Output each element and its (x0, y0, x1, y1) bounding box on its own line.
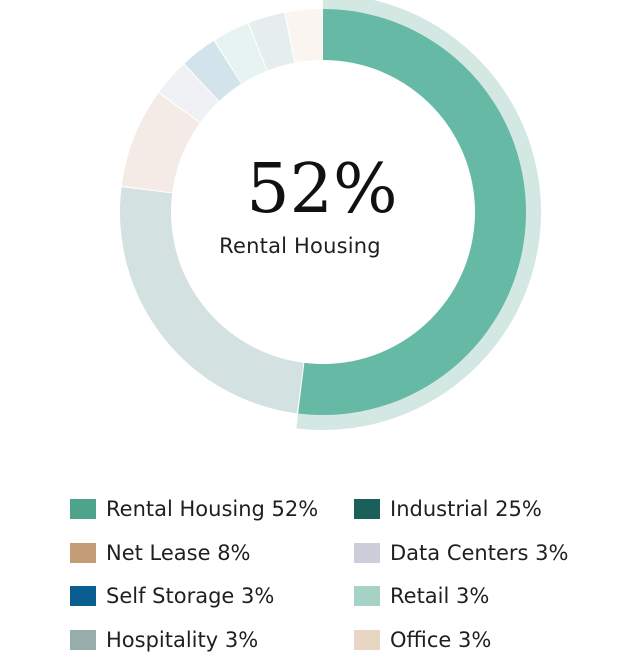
legend-label: Hospitality 3% (106, 628, 259, 652)
legend-label: Rental Housing 52% (106, 497, 319, 521)
slice-rental-housing[interactable] (298, 8, 527, 415)
slice-retail[interactable] (214, 23, 267, 84)
legend-item-net-lease: Net Lease 8% (70, 538, 251, 568)
legend-label: Data Centers 3% (390, 541, 569, 565)
legend-label: Office 3% (390, 628, 492, 652)
legend-swatch (70, 499, 96, 519)
legend-swatch (354, 586, 380, 606)
slice-self-storage[interactable] (184, 40, 242, 101)
legend-label: Self Storage 3% (106, 584, 275, 608)
donut-chart (119, 0, 541, 430)
legend-item-office: Office 3% (354, 625, 491, 655)
legend-item-hospitality: Hospitality 3% (70, 625, 258, 655)
legend-swatch (70, 630, 96, 650)
legend-swatch (70, 543, 96, 563)
legend-label: Industrial 25% (390, 497, 542, 521)
legend-item-data-centers: Data Centers 3% (354, 538, 568, 568)
legend-label: Net Lease 8% (106, 541, 251, 565)
legend-swatch (354, 543, 380, 563)
slice-hospitality[interactable] (248, 12, 295, 71)
legend-item-rental-housing: Rental Housing 52% (70, 494, 318, 524)
slice-industrial[interactable] (119, 187, 304, 414)
legend-swatch (70, 586, 96, 606)
legend-item-retail: Retail 3% (354, 581, 489, 611)
legend-label: Retail 3% (390, 584, 490, 608)
legend-item-industrial: Industrial 25% (354, 494, 542, 524)
legend-swatch (354, 630, 380, 650)
legend-swatch (354, 499, 380, 519)
legend-item-self-storage: Self Storage 3% (70, 581, 274, 611)
center-value: 52% (246, 150, 398, 229)
slice-net-lease[interactable] (121, 93, 200, 193)
slice-data-centers[interactable] (159, 64, 219, 123)
center-label: Rental Housing (219, 234, 381, 258)
slice-office[interactable] (285, 9, 323, 63)
